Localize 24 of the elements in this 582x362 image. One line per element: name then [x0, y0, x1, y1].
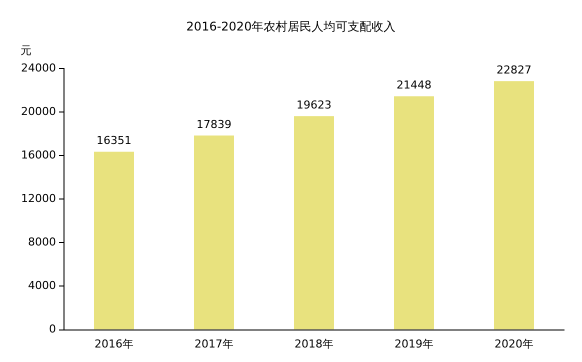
bar [494, 81, 534, 330]
x-tick-label: 2019年 [394, 337, 434, 350]
data-label: 19623 [296, 98, 332, 112]
y-axis-title: 元 [20, 44, 32, 57]
bar [294, 116, 334, 330]
y-tick-label: 16000 [20, 148, 56, 162]
data-label: 17839 [196, 118, 232, 131]
x-tick-label: 2020年 [494, 337, 534, 350]
data-label: 21448 [396, 78, 432, 92]
y-tick-label: 24000 [20, 61, 56, 74]
bar [194, 136, 234, 330]
x-tick-label: 2016年 [94, 337, 134, 350]
data-label: 22827 [496, 64, 532, 77]
data-label: 16351 [96, 134, 132, 148]
x-tick-label: 2017年 [194, 337, 234, 350]
bar [94, 152, 134, 330]
y-tick-label: 20000 [20, 104, 56, 118]
y-tick-label: 4000 [28, 279, 56, 292]
y-tick-label: 12000 [20, 192, 56, 205]
chart-title: 2016-2020年农村居民人均可支配收入 [186, 19, 396, 34]
y-tick-label: 0 [48, 322, 56, 336]
x-tick-label: 2018年 [294, 337, 334, 350]
y-tick-label: 8000 [28, 236, 56, 249]
bar [394, 96, 434, 330]
